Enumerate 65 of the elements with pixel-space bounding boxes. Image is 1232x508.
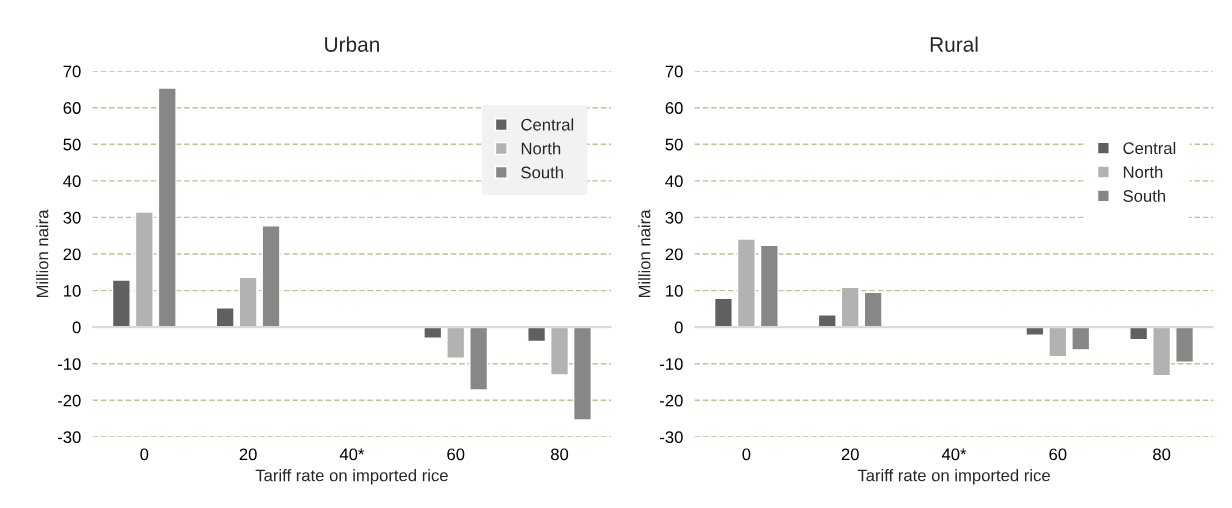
x-tick-label: 80 (550, 448, 569, 461)
y-tick-label: -20 (57, 394, 81, 407)
legend-label: Central (521, 118, 574, 131)
y-tick-label: 30 (63, 211, 81, 224)
x-tick-label: 0 (140, 448, 149, 461)
y-tick-label: 40 (63, 175, 81, 188)
y-axis-title: Million naira (36, 209, 49, 298)
bar (736, 238, 756, 328)
bar (134, 211, 154, 328)
bar (215, 307, 235, 328)
x-axis-title: Tariff rate on imported rice (255, 469, 448, 485)
y-tick-label: 10 (64, 284, 81, 297)
y-tick-label: 30 (665, 211, 683, 224)
bar (238, 276, 258, 328)
y-tick-label: 70 (63, 65, 81, 78)
bar (1175, 326, 1195, 363)
chart-title: Urban (325, 36, 379, 52)
bar (446, 326, 466, 359)
x-tick-label: 20 (841, 448, 859, 461)
x-tick-label: 0 (742, 448, 751, 461)
bar (527, 326, 547, 343)
legend-label: North (521, 142, 561, 155)
x-tick-label: 40* (339, 448, 365, 461)
x-tick-label: 80 (1153, 448, 1171, 461)
y-tick-label: 50 (665, 138, 683, 151)
x-tick-label: 40* (941, 448, 967, 461)
legend-label: North (1123, 165, 1163, 179)
y-tick-label: 60 (63, 102, 81, 114)
y-tick-label: 0 (674, 321, 683, 334)
chart-title: Rural (930, 36, 978, 52)
bar (759, 244, 779, 328)
bar (1071, 326, 1091, 351)
y-tick-label: 50 (63, 138, 81, 151)
y-tick-label: 10 (666, 284, 683, 297)
y-tick-label: 40 (665, 175, 683, 188)
y-axis-title: Million naira (638, 209, 651, 298)
bar (863, 291, 883, 328)
y-tick-label: -20 (660, 394, 683, 407)
y-tick-label: 60 (665, 102, 683, 114)
legend-label: South (1123, 189, 1166, 202)
y-tick-label: -10 (57, 358, 81, 370)
y-tick-label: 70 (665, 65, 683, 78)
bar (157, 87, 177, 328)
legend-label: South (521, 166, 563, 179)
x-tick-label: 60 (447, 448, 465, 461)
y-tick-label: 0 (72, 321, 81, 334)
y-tick-label: 20 (665, 248, 683, 261)
bar (261, 225, 281, 328)
bar (1152, 326, 1172, 377)
y-tick-label: 20 (63, 248, 81, 261)
bar (840, 286, 860, 328)
y-tick-label: -30 (660, 431, 683, 444)
bar (111, 279, 131, 328)
x-tick-label: 60 (1049, 448, 1067, 461)
x-axis-title: Tariff rate on imported rice (857, 469, 1050, 485)
legend-label: Central (1123, 141, 1176, 155)
bar (1048, 326, 1068, 358)
x-tick-label: 20 (239, 448, 257, 461)
bar (713, 297, 733, 328)
y-tick-label: -30 (57, 431, 81, 444)
bar (550, 326, 570, 376)
y-tick-label: -10 (660, 358, 683, 370)
bar (572, 326, 592, 421)
bar (423, 326, 443, 339)
bar (469, 326, 489, 391)
